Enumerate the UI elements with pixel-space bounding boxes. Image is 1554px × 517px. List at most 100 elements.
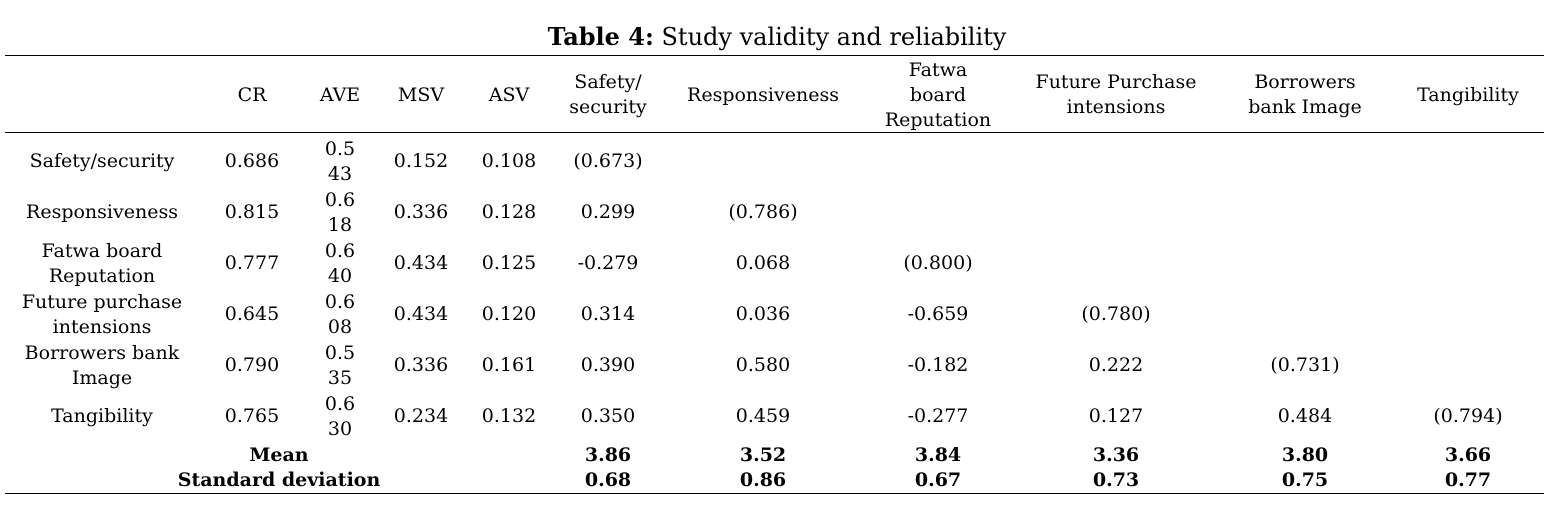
correlation-value: (0.786) [728,201,798,223]
asv-value: 0.128 [481,201,537,223]
msv-value: 0.336 [393,201,449,223]
correlation-value: -0.279 [577,252,639,274]
row-label-line: Responsiveness [26,201,178,223]
row-label-line: Safety/security [29,150,175,172]
ave-value-line: 43 [327,162,353,185]
mean-label: Mean [249,444,309,466]
header-future-line-2: intensions [1066,96,1166,118]
row-label-line: Tangibility [51,405,153,427]
ave-value: 0.6 08 [300,289,380,340]
ave-value: 0.6 30 [300,391,380,442]
msv-value: 0.152 [393,150,449,172]
ave-value: 0.6 40 [300,238,380,289]
correlation-value: 0.459 [735,405,791,427]
msv-value: 0.336 [393,354,449,376]
correlation-value: (0.673) [573,150,643,172]
ave-value-line: 0.6 [324,392,356,415]
header-borrowers-line-1: Borrowers [1254,71,1356,93]
sd-value: 0.77 [1444,469,1492,491]
asv-value: 0.108 [481,150,537,172]
row-label-line: Borrowers bank [24,341,180,364]
correlation-value: (0.800) [903,252,973,274]
header-safety-security-line-1: Safety/ [574,71,642,93]
mean-value: 3.84 [914,444,962,466]
header-future-line-1: Future Purchase [1035,71,1197,93]
mean-value: 3.86 [584,444,632,466]
asv-value: 0.120 [481,303,537,325]
ave-value: 0.5 35 [300,340,380,391]
row-label-line: Future purchase [21,290,183,313]
header-fatwa-line-1: Fatwa [908,58,968,81]
ave-value-line: 30 [327,417,353,440]
header-cr: CR [237,83,267,106]
row-label: Tangibility [6,391,198,442]
header-safety-security: Safety/ security [548,57,668,133]
ave-value-line: 08 [327,315,353,338]
asv-value: 0.132 [481,405,537,427]
cr-value: 0.645 [224,303,280,325]
correlation-value: 0.299 [580,201,636,223]
row-label-line: Reputation [48,264,156,287]
row-label-line: intensions [52,315,152,338]
cr-value: 0.686 [224,150,280,172]
row-label: Safety/security [6,136,198,187]
top-rule [5,55,1544,56]
cr-value: 0.815 [224,201,280,223]
sd-label: Standard deviation [177,469,381,491]
cr-value: 0.765 [224,405,280,427]
msv-value: 0.434 [393,252,449,274]
correlation-value: -0.277 [907,405,969,427]
ave-value-line: 0.6 [324,290,356,313]
correlation-value: 0.036 [735,303,791,325]
correlation-value: 0.350 [580,405,636,427]
header-borrowers-bank-image: Borrowers bank Image [1225,57,1385,133]
mean-value: 3.66 [1444,444,1492,466]
mean-value: 3.52 [739,444,787,466]
ave-value-line: 0.6 [324,188,356,211]
bottom-rule [5,493,1544,494]
correlation-value: (0.731) [1270,354,1340,376]
header-fatwa-line-2: board [909,83,967,106]
ave-value: 0.5 43 [300,136,380,187]
correlation-value: 0.314 [580,303,636,325]
msv-value: 0.434 [393,303,449,325]
sd-value: 0.73 [1092,469,1140,491]
ave-value: 0.6 18 [300,187,380,238]
header-ave: AVE [319,83,361,106]
row-label: Responsiveness [6,187,198,238]
cr-value: 0.790 [224,354,280,376]
correlation-value: 0.068 [735,252,791,274]
table-caption: Table 4: Study validity and reliability [0,22,1554,52]
asv-value: 0.161 [481,354,537,376]
header-responsiveness: Responsiveness [687,83,839,106]
correlation-value: (0.780) [1081,303,1151,325]
row-label: Future purchase intensions [6,289,198,340]
correlation-value: -0.182 [907,354,969,376]
header-tangibility: Tangibility [1417,83,1519,106]
correlation-value: (0.794) [1433,405,1503,427]
row-label-line: Image [71,366,133,389]
mean-value: 3.80 [1281,444,1329,466]
ave-value-line: 0.6 [324,239,356,262]
mean-value: 3.36 [1092,444,1140,466]
correlation-value: -0.659 [907,303,969,325]
ave-value-line: 35 [327,366,353,389]
sd-value: 0.86 [739,469,787,491]
header-fatwa-line-3: Reputation [884,108,992,131]
row-label: Fatwa board Reputation [6,238,198,289]
msv-value: 0.234 [393,405,449,427]
row-label-line: Fatwa board [41,239,163,262]
header-fatwa-board-reputation: Fatwa board Reputation [868,57,1008,133]
ave-value-line: 0.5 [324,341,356,364]
row-label: Borrowers bank Image [6,340,198,391]
table-caption-label: Table 4: [547,22,654,51]
header-future-purchase: Future Purchase intensions [1016,57,1216,133]
correlation-value: 0.390 [580,354,636,376]
header-safety-security-line-2: security [569,96,647,118]
header-asv: ASV [488,83,530,106]
sd-value: 0.68 [584,469,632,491]
header-msv: MSV [397,83,445,106]
correlation-value: 0.222 [1088,354,1144,376]
ave-value-line: 18 [327,213,353,236]
correlation-value: 0.580 [735,354,791,376]
